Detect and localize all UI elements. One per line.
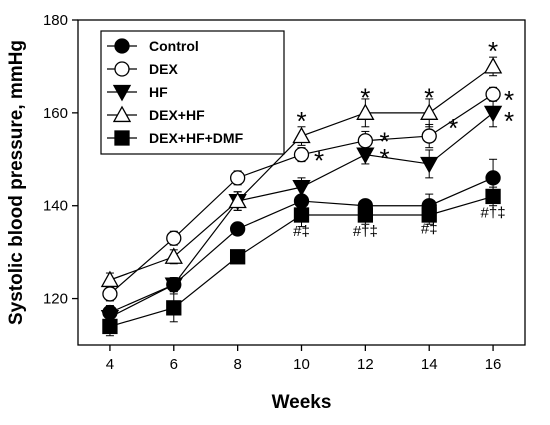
point-hf xyxy=(100,310,120,327)
point-dex-hf-dmf xyxy=(485,188,501,205)
axes: 4 6 8 10 12 14 16 120 140 160 180 xyxy=(43,12,526,373)
point-dex xyxy=(357,133,374,149)
point-dex-hf xyxy=(228,191,247,209)
x-tick-label: 12 xyxy=(357,356,374,373)
significance-star: * xyxy=(504,85,514,115)
legend-marker-dex-hf xyxy=(112,105,132,123)
legend: Control DEX HF DEX+HF DEX+HF+DMF xyxy=(100,30,285,155)
legend-marker-dex xyxy=(114,61,130,77)
point-dex-hf-dmf xyxy=(357,207,374,223)
point-dex xyxy=(166,230,182,246)
y-tick-label: 180 xyxy=(43,12,68,29)
y-tick-label: 140 xyxy=(43,198,68,215)
significance-symbols: #‡ xyxy=(421,221,438,238)
legend-marker-dex-hf-dmf xyxy=(114,130,130,146)
point-control xyxy=(485,170,501,186)
significance-star: * xyxy=(379,127,389,157)
x-tick-label: 16 xyxy=(485,356,502,373)
point-dex xyxy=(293,146,310,163)
significance-star: * xyxy=(314,145,324,175)
point-dex xyxy=(229,170,246,186)
series-markers xyxy=(100,57,503,335)
point-dex-hf-dmf xyxy=(102,318,118,335)
point-dex-hf-dmf xyxy=(293,207,310,223)
y-axis-title: Systolic blood pressure, mmHg xyxy=(6,40,27,325)
legend-label-control: Control xyxy=(149,38,199,54)
point-dex-hf xyxy=(420,103,439,120)
x-tick-label: 10 xyxy=(293,356,310,373)
x-axis-title: Weeks xyxy=(272,392,332,413)
point-dex-hf xyxy=(483,57,503,74)
significance-star: * xyxy=(296,106,306,136)
legend-marker-hf xyxy=(112,84,132,102)
point-dex xyxy=(485,86,501,102)
legend-label-dex-hf: DEX+HF xyxy=(149,107,205,123)
point-hf xyxy=(483,105,503,123)
y-tick-label: 160 xyxy=(43,105,68,122)
point-hf xyxy=(420,156,439,174)
point-dex-hf xyxy=(100,270,120,288)
significance-star: * xyxy=(488,36,498,66)
significance-symbols: #†‡ xyxy=(481,204,506,221)
significance-star: * xyxy=(504,106,514,136)
legend-label-dex-hf-dmf: DEX+HF+DMF xyxy=(149,130,244,146)
significance-star: * xyxy=(424,83,434,113)
point-dex-hf xyxy=(356,103,375,120)
significance-star: * xyxy=(448,113,458,143)
point-dex-hf xyxy=(164,247,183,264)
point-dex-hf xyxy=(292,126,311,144)
legend-marker-control xyxy=(114,38,130,54)
significance-annotations: **********#‡ #†‡ #‡#†‡ xyxy=(293,36,514,240)
point-dex xyxy=(102,286,118,302)
significance-star: * xyxy=(360,83,370,113)
point-dex-hf-dmf xyxy=(166,300,182,316)
point-dex-hf-dmf xyxy=(229,249,246,265)
legend-label-dex: DEX xyxy=(149,61,178,77)
significance-symbols: #†‡ xyxy=(353,223,378,240)
point-dex xyxy=(421,128,437,144)
x-tick-label: 14 xyxy=(421,356,438,373)
x-tick-label: 8 xyxy=(233,356,241,373)
legend-label-hf: HF xyxy=(149,84,168,100)
significance-symbols: #‡ xyxy=(293,223,310,240)
x-tick-label: 4 xyxy=(106,356,114,373)
y-tick-label: 120 xyxy=(43,291,68,308)
point-dex-hf-dmf xyxy=(421,207,437,223)
point-hf xyxy=(164,277,183,295)
x-tick-label: 6 xyxy=(170,356,178,373)
point-control xyxy=(229,221,246,237)
significance-star: * xyxy=(379,143,389,173)
point-hf xyxy=(292,180,311,197)
point-hf xyxy=(356,147,375,165)
